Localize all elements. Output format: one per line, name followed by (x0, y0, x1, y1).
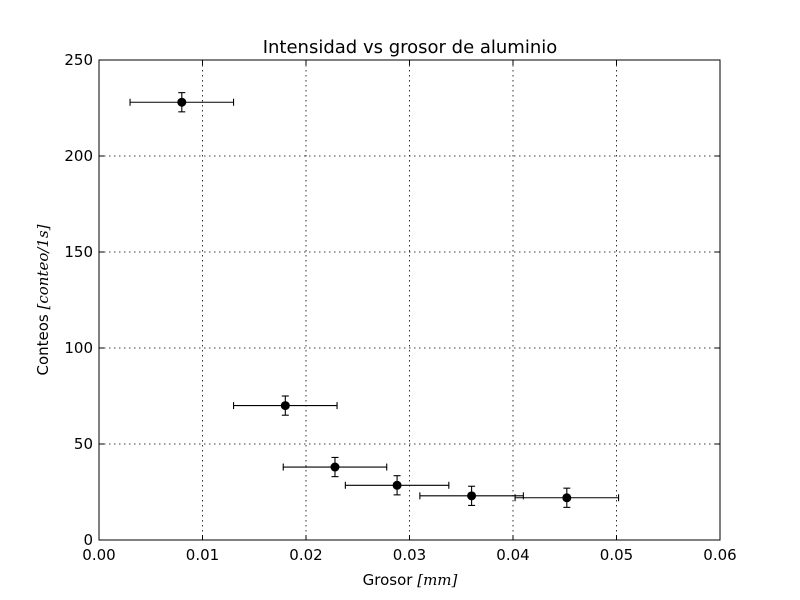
x-tick-label: 0.06 (703, 546, 736, 564)
data-point (330, 462, 340, 472)
y-tick-label: 150 (64, 243, 93, 261)
data-point (280, 401, 290, 411)
x-tick-labels: 0.00 0.01 0.02 0.03 0.04 0.05 0.06 (82, 546, 736, 564)
data-point-group (282, 456, 388, 478)
x-axis-unit: [mm] (417, 571, 457, 589)
y-tick-labels: 0 50 100 150 200 250 (64, 51, 93, 549)
x-tick-label: 0.03 (393, 546, 426, 564)
data-point-group (233, 395, 338, 416)
x-tick-label: 0.00 (82, 546, 115, 564)
data-point (392, 480, 402, 490)
y-axis-label: Conteos [conteo/1s] (34, 224, 52, 375)
x-tick-label: 0.04 (496, 546, 529, 564)
y-tick-label: 200 (64, 147, 93, 165)
data-point-group (344, 475, 450, 496)
y-tick-label: 50 (74, 435, 93, 453)
x-axis-label: Grosor [mm] (363, 571, 458, 589)
chart-title: Intensidad vs grosor de aluminio (263, 37, 558, 58)
data-point-group (419, 485, 524, 506)
grid (99, 60, 720, 540)
plot-frame (98, 59, 721, 541)
x-tick-label: 0.05 (600, 546, 633, 564)
data-point (177, 97, 187, 107)
data-points (129, 92, 620, 508)
y-axis-label-text: Conteos (34, 314, 52, 375)
data-point (467, 491, 477, 501)
data-point (562, 493, 572, 503)
y-axis-unit: [conteo/1s] (34, 224, 52, 309)
y-tick-label: 250 (64, 51, 93, 69)
x-tick-label: 0.02 (289, 546, 322, 564)
data-point-group (514, 487, 620, 508)
x-tick-label: 0.01 (186, 546, 219, 564)
y-tick-label: 0 (83, 531, 93, 549)
x-axis-label-text: Grosor (363, 571, 414, 589)
data-point-group (129, 92, 235, 113)
y-tick-label: 100 (64, 339, 93, 357)
